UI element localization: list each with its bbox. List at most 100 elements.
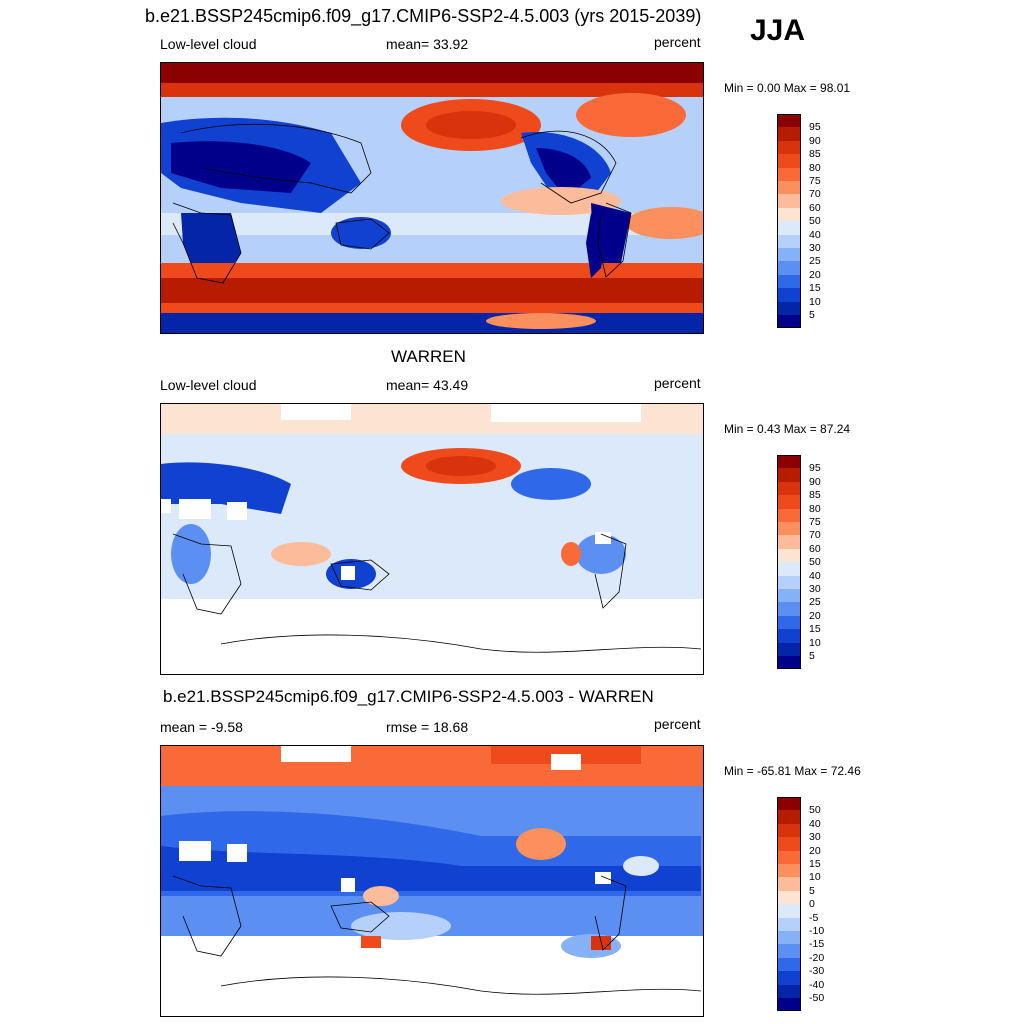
colorbar-tick-label: 40 xyxy=(809,569,821,582)
colorbar-swatch xyxy=(777,823,801,838)
colorbar-swatch xyxy=(777,957,801,972)
colorbar-swatch xyxy=(777,221,801,235)
colorbar-tick-label: 80 xyxy=(809,502,821,515)
colorbar-swatch xyxy=(777,495,801,509)
colorbar-tick-label: 90 xyxy=(809,475,821,488)
colorbar-tick-label: 60 xyxy=(809,201,821,214)
colorbar-swatch xyxy=(777,931,801,945)
colorbar-swatch xyxy=(777,140,801,155)
colorbar-swatch xyxy=(777,288,801,302)
colorbar-tick-label: 60 xyxy=(809,542,821,555)
colorbar-swatch xyxy=(777,850,801,864)
colorbar-swatch xyxy=(777,944,801,958)
panel3-map xyxy=(160,745,704,1017)
colorbar-tick-label: 90 xyxy=(809,134,821,147)
colorbar-swatch xyxy=(777,248,801,262)
colorbar-tick-label: 85 xyxy=(809,148,821,161)
colorbar-tick-label: 50 xyxy=(809,804,821,817)
colorbar-tick-label: -20 xyxy=(809,951,825,964)
colorbar-swatch xyxy=(777,837,801,851)
colorbar-tick-label: 5 xyxy=(809,650,815,662)
colorbar-tick-label: 25 xyxy=(809,255,821,268)
colorbar-tick-label: 15 xyxy=(809,282,821,295)
colorbar-swatch xyxy=(777,971,801,985)
colorbar-swatch xyxy=(777,154,801,168)
colorbar-swatch xyxy=(777,615,801,630)
colorbar-swatch xyxy=(777,167,801,181)
colorbar-tick-label: -15 xyxy=(809,938,825,951)
panel3-rmse-label: rmse = 18.68 xyxy=(386,719,469,735)
colorbar-swatch xyxy=(777,602,801,616)
colorbar-swatch xyxy=(777,535,801,549)
colorbar-tick-label: 50 xyxy=(809,215,821,228)
colorbar-swatch xyxy=(777,810,801,824)
colorbar-swatch xyxy=(777,562,801,576)
colorbar-tick-label: 75 xyxy=(809,175,821,187)
colorbar-tick-label: 85 xyxy=(809,489,821,502)
colorbar-swatch xyxy=(777,904,801,918)
colorbar-tick-label: 20 xyxy=(809,844,821,857)
colorbar-tick-label: 75 xyxy=(809,516,821,528)
colorbar-tick-label: 25 xyxy=(809,596,821,609)
colorbar-tick-label: 30 xyxy=(809,831,821,844)
panel3-minmax: Min = -65.81 Max = 72.46 xyxy=(724,764,861,778)
colorbar-tick-label: 10 xyxy=(809,636,821,649)
colorbar-tick-label: 30 xyxy=(809,583,821,595)
figure-title: b.e21.BSSP245cmip6.f09_g17.CMIP6-SSP2-4.… xyxy=(145,6,702,26)
colorbar-tick-label: 30 xyxy=(809,242,821,254)
colorbar-tick-label: 20 xyxy=(809,268,821,281)
colorbar-swatch xyxy=(777,998,801,1012)
colorbar-tick-label: -40 xyxy=(809,978,825,991)
panel1-left-label: Low-level cloud xyxy=(160,36,257,52)
panel3-map-field xyxy=(161,746,703,1016)
colorbar-tick-label: 5 xyxy=(809,884,815,897)
colorbar-tick-label: 80 xyxy=(809,161,821,174)
panel1-map xyxy=(160,62,704,334)
colorbar-tick-label: 70 xyxy=(809,529,821,542)
colorbar-tick-label: 95 xyxy=(809,121,821,134)
colorbar-tick-label: 95 xyxy=(809,462,821,475)
colorbar-swatch xyxy=(777,508,801,522)
colorbar-swatch xyxy=(777,481,801,496)
panel3-title: b.e21.BSSP245cmip6.f09_g17.CMIP6-SSP2-4.… xyxy=(163,687,654,706)
colorbar-swatch xyxy=(777,207,801,222)
colorbar-swatch xyxy=(777,877,801,891)
colorbar-swatch xyxy=(777,114,801,128)
colorbar-swatch xyxy=(777,864,801,878)
colorbar-tick-label: 50 xyxy=(809,556,821,569)
colorbar-tick-label: 15 xyxy=(809,623,821,636)
colorbar-swatch xyxy=(777,194,801,208)
colorbar-tick-label: -5 xyxy=(809,911,819,924)
panel3-units-label: percent xyxy=(654,716,701,732)
colorbar-tick-label: -50 xyxy=(809,992,825,1004)
colorbar-swatch xyxy=(777,890,801,905)
colorbar-tick-label: 10 xyxy=(809,871,821,884)
colorbar-tick-label: -10 xyxy=(809,925,825,937)
panel2-units-label: percent xyxy=(654,375,701,391)
panel2-minmax: Min = 0.43 Max = 87.24 xyxy=(724,422,851,436)
colorbar-tick-label: 40 xyxy=(809,817,821,830)
panel2-map xyxy=(160,403,704,675)
colorbar-swatch xyxy=(777,522,801,536)
colorbar-tick-label: 70 xyxy=(809,188,821,201)
panel3-mean-label: mean = -9.58 xyxy=(160,719,243,735)
colorbar-swatch xyxy=(777,642,801,656)
colorbar-swatch xyxy=(777,656,801,670)
colorbar-swatch xyxy=(777,181,801,195)
colorbar-swatch xyxy=(777,797,801,811)
colorbar-swatch xyxy=(777,468,801,482)
colorbar-tick-label: 10 xyxy=(809,295,821,308)
colorbar-swatch xyxy=(777,548,801,563)
colorbar-swatch xyxy=(777,455,801,469)
colorbar-swatch xyxy=(777,629,801,643)
colorbar-swatch xyxy=(777,274,801,289)
colorbar-swatch xyxy=(777,575,801,589)
colorbar-swatch xyxy=(777,261,801,275)
panel1-mean-label: mean= 33.92 xyxy=(386,36,469,52)
colorbar-swatch xyxy=(777,984,801,998)
colorbar-tick-label: 15 xyxy=(809,858,821,870)
panel2-map-field xyxy=(161,404,703,674)
panel1-units-label: percent xyxy=(654,34,701,50)
panel1-map-field xyxy=(161,63,703,333)
colorbar-tick-label: 40 xyxy=(809,228,821,241)
